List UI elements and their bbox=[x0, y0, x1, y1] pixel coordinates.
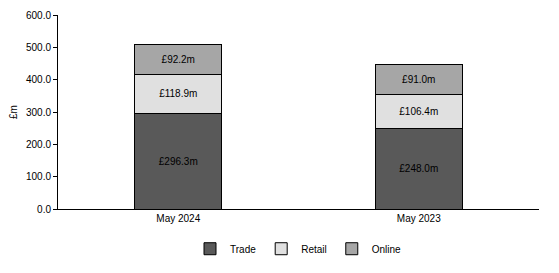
svg-text:600.0: 600.0 bbox=[26, 10, 51, 21]
svg-text:£248.0m: £248.0m bbox=[399, 163, 438, 174]
svg-text:Trade: Trade bbox=[230, 244, 256, 255]
svg-text:£118.9m: £118.9m bbox=[159, 88, 197, 99]
svg-text:£106.4m: £106.4m bbox=[399, 106, 438, 117]
svg-text:300.0: 300.0 bbox=[26, 107, 51, 118]
svg-text:100.0: 100.0 bbox=[26, 171, 51, 182]
svg-text:£92.2m: £92.2m bbox=[162, 54, 195, 65]
svg-text:May 2023: May 2023 bbox=[397, 213, 441, 224]
svg-text:Retail: Retail bbox=[301, 244, 327, 255]
svg-text:£m: £m bbox=[8, 105, 19, 119]
svg-text:Online: Online bbox=[372, 244, 401, 255]
svg-text:£91.0m: £91.0m bbox=[402, 74, 435, 85]
svg-text:£296.3m: £296.3m bbox=[159, 156, 198, 167]
svg-text:0.0: 0.0 bbox=[37, 204, 51, 215]
svg-text:May 2024: May 2024 bbox=[156, 213, 200, 224]
svg-text:200.0: 200.0 bbox=[26, 139, 51, 150]
svg-text:400.0: 400.0 bbox=[26, 74, 51, 85]
svg-text:500.0: 500.0 bbox=[26, 42, 51, 53]
